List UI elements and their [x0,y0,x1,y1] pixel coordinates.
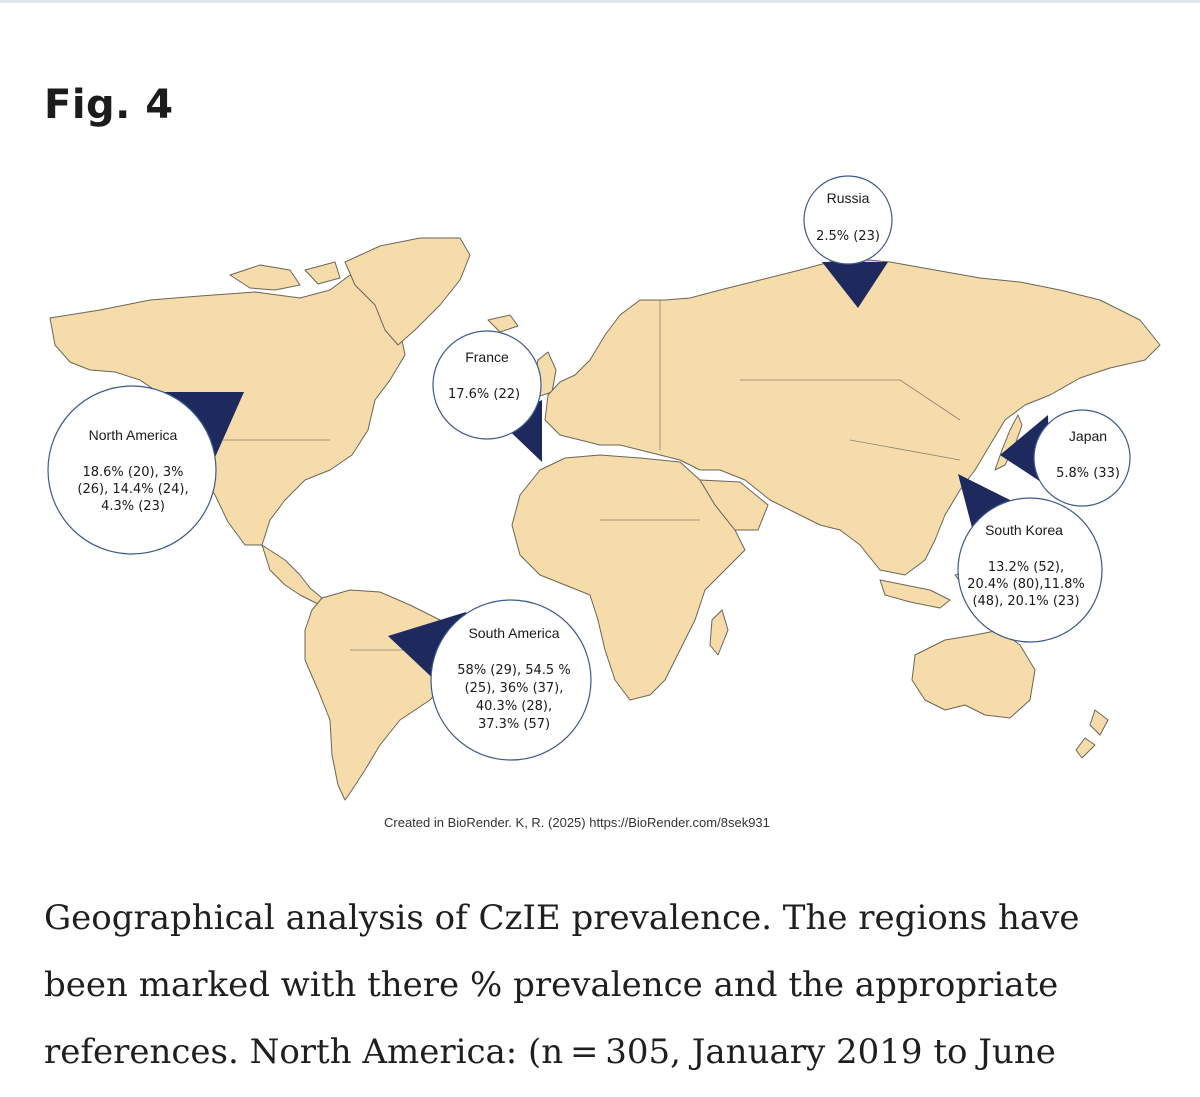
north-america-value-2: (26), 14.4% (24), [77,482,188,497]
japan-label: Japan [1069,428,1107,444]
south-america-value-2: (25), 36% (37), [465,681,564,696]
japan-value: 5.8% (33) [1056,466,1120,481]
caption-line-3: references. North America: (n = 305, Jan… [44,1032,1056,1072]
south-korea-value-3: (48), 20.1% (23) [972,594,1079,609]
south-america-value-4: 37.3% (57) [478,717,550,732]
north-america-value-3: 4.3% (23) [101,499,165,514]
biorender-credit: Created in BioRender. K, R. (2025) https… [384,815,770,830]
russia-label: Russia [827,190,870,206]
figure-label: Fig. 4 [44,82,174,128]
indonesia-landmass [879,579,951,609]
south-america-label: South America [468,625,559,641]
south-korea-callout [957,497,1103,643]
south-america-value-1: 58% (29), 54.5 % [457,663,570,678]
south-america-value-3: 40.3% (28), [476,699,552,714]
south-america-callout [430,599,592,761]
greenland-landmass [344,237,471,346]
north-america-label: North America [89,427,178,443]
caption-line-1: Geographical analysis of CzIE prevalence… [44,898,1080,938]
japan-callout [1033,409,1131,507]
africa-landmass [511,454,746,701]
iceland-landmass [487,314,519,333]
arabia-landmass [699,479,769,531]
russia-callout [803,175,893,265]
france-label: France [465,349,509,365]
south-korea-value-1: 13.2% (52), [988,560,1064,575]
top-divider [0,0,1200,3]
figure-caption: Geographical analysis of CzIE prevalence… [44,885,1164,1086]
north-america-callout [47,385,217,555]
caption-line-2: been marked with there % prevalence and … [44,965,1059,1005]
france-value: 17.6% (22) [448,387,520,402]
arctic-islands [229,264,301,291]
south-korea-value-2: 20.4% (80),11.8% [967,577,1085,592]
central-america-landmass [261,544,323,605]
russia-pointer [822,262,888,308]
russia-value: 2.5% (23) [816,229,880,244]
north-america-value-1: 18.6% (20), 3% [82,465,183,480]
south-korea-label: South Korea [985,522,1063,538]
japan-landmass [994,414,1023,471]
new-zealand-landmass [1089,709,1109,736]
madagascar-landmass [709,609,729,656]
eurasia-landmass [544,257,1161,576]
australia-landmass [911,629,1036,719]
france-callout [432,330,542,440]
